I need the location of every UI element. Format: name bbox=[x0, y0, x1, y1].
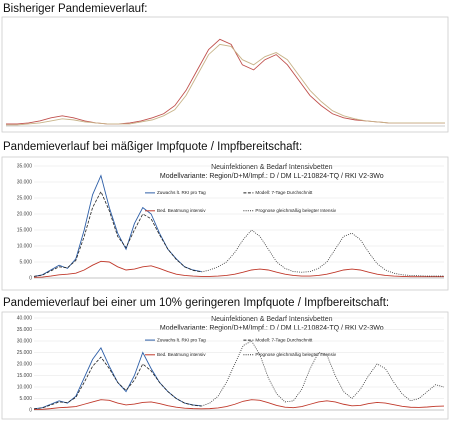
chart-subtitle: Modellvariante: Region/D+M/Impf.: D / DM… bbox=[160, 173, 384, 180]
y-tick-label: 20.000 bbox=[17, 361, 33, 367]
legend-label: Modell: 7-Tage Durchschnitt bbox=[255, 190, 313, 195]
chart-title: Neuinfektionen & Bedarf Intensivbetten bbox=[211, 316, 333, 323]
panel-frame bbox=[1, 156, 449, 291]
y-tick-label: 5.000 bbox=[19, 259, 32, 265]
y-tick-label: 40.000 bbox=[17, 315, 33, 321]
y-tick-label: 20.000 bbox=[17, 211, 33, 217]
series-line bbox=[33, 260, 444, 278]
series-line bbox=[33, 356, 202, 410]
panel-frame bbox=[1, 311, 449, 420]
legend-label: Prognose gleichmäßig belegter Intensiv bbox=[255, 208, 336, 213]
series-line bbox=[33, 190, 202, 277]
y-tick-label: 25.000 bbox=[17, 195, 33, 201]
chart-subtitle: Modellvariante: Region/D+M/Impf.: D / DM… bbox=[160, 325, 384, 332]
y-tick-label: 0 bbox=[29, 407, 32, 413]
y-tick-label: 30.000 bbox=[17, 179, 33, 185]
legend-label: Bed. Beatmung intensiv bbox=[157, 208, 206, 213]
section-heading: Bisheriger Pandemieverlauf: bbox=[3, 3, 147, 15]
y-tick-label: 10.000 bbox=[17, 384, 33, 390]
y-tick-label: 15.000 bbox=[17, 227, 33, 233]
series-line bbox=[6, 43, 445, 126]
legend-label: Modell: 7-Tage Durchschnitt bbox=[255, 337, 313, 342]
series-line bbox=[33, 399, 445, 410]
y-tick-label: 0 bbox=[29, 275, 32, 281]
legend-label: Zuwachs lt. RKI pro Tag bbox=[157, 190, 206, 195]
legend-label: Prognose gleichmäßig belegter Intensiv bbox=[255, 352, 336, 357]
section-heading: Pandemieverlauf bei mäßiger Impfquote / … bbox=[3, 141, 302, 153]
y-tick-label: 35.000 bbox=[17, 163, 33, 169]
y-tick-label: 30.000 bbox=[17, 338, 33, 344]
y-tick-label: 15.000 bbox=[17, 373, 33, 379]
panel-frame bbox=[1, 16, 449, 133]
y-tick-label: 25.000 bbox=[17, 350, 33, 356]
chart-title: Neuinfektionen & Bedarf Intensivbetten bbox=[211, 164, 333, 171]
section-heading: Pandemieverlauf bei einer um 10% geringe… bbox=[3, 297, 389, 309]
series-line bbox=[201, 229, 444, 277]
y-tick-label: 35.000 bbox=[17, 327, 33, 333]
series-line bbox=[201, 340, 445, 407]
y-tick-label: 10.000 bbox=[17, 243, 33, 249]
y-tick-label: 5.000 bbox=[19, 396, 32, 402]
legend-label: Bed. Beatmung intensiv bbox=[157, 352, 206, 357]
legend-label: Zuwachs lt. RKI pro Tag bbox=[157, 337, 206, 342]
